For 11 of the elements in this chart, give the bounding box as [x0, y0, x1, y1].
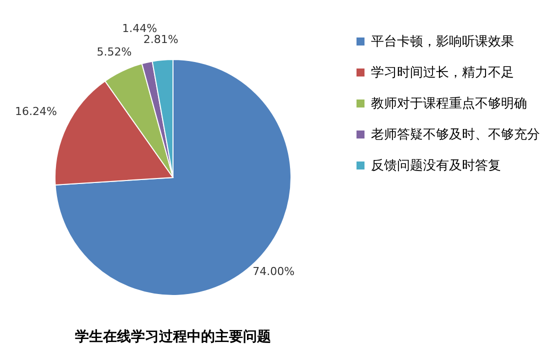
data-label: 16.24%: [14, 104, 57, 118]
data-label: 1.44%: [122, 22, 158, 36]
legend-label: 平台卡顿，影响听课效果: [371, 34, 514, 50]
text: 学生在线学习过程中的主要问题: [75, 328, 271, 345]
legend-label: 老师答疑不够及时、不够充分: [371, 128, 540, 142]
data-label: 74.00%: [252, 264, 295, 278]
legend-label: 教师对于课程重点不够明确: [371, 96, 527, 112]
legend-label: 学习时间过长，精力不足: [371, 66, 514, 80]
legend-label: 反馈问题没有及时答复: [371, 158, 501, 174]
data-label: 2.81%: [143, 33, 178, 46]
data-label: 5.52%: [96, 46, 132, 59]
